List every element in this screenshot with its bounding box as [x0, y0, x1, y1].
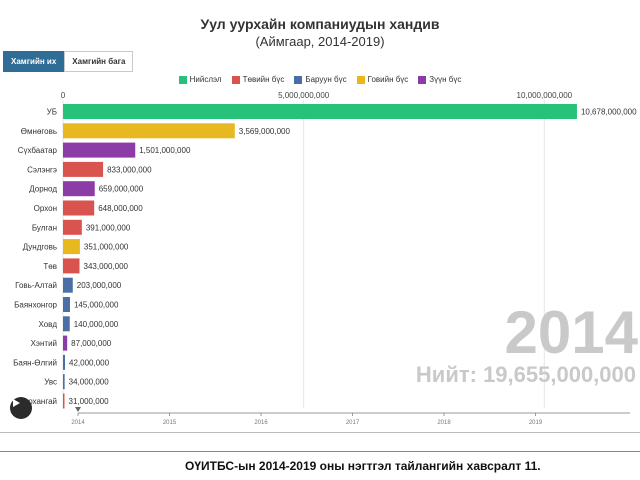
bar: [63, 104, 577, 119]
legend-label: Нийслэл: [189, 75, 222, 84]
bar: [63, 258, 80, 274]
category-label: Өмнөговь: [21, 127, 57, 136]
timeline-handle[interactable]: [75, 407, 81, 412]
timeline-label: 2018: [437, 420, 451, 426]
value-label: 391,000,000: [86, 223, 131, 232]
value-label: 87,000,000: [71, 339, 112, 348]
sort-tabs: Хамгийн их Хамгийн бага: [3, 51, 134, 72]
legend-swatch: [356, 75, 365, 84]
bar: [63, 161, 104, 177]
legend-item-gobi[interactable]: Говийн бүс: [356, 75, 409, 84]
value-label: 833,000,000: [107, 165, 152, 174]
category-label: Сэлэнгэ: [27, 165, 57, 174]
value-label: 351,000,000: [84, 243, 129, 252]
category-label: Баянхонгор: [14, 301, 57, 310]
value-label: 10,678,000,000: [581, 108, 637, 117]
bar: [63, 374, 65, 390]
bar: [63, 181, 95, 197]
x-tick-label: 5,000,000,000: [278, 91, 330, 100]
bar: [63, 200, 95, 216]
legend-item-eastern[interactable]: Зүүн бүс: [418, 75, 461, 84]
value-label: 140,000,000: [74, 320, 119, 329]
value-label: 31,000,000: [69, 397, 110, 406]
bar: [63, 316, 70, 332]
legend-label: Зүүн бүс: [429, 75, 462, 84]
category-label: Дундговь: [23, 243, 57, 252]
bar: [63, 123, 235, 139]
legend-label: Төвийн бүс: [242, 75, 285, 84]
tab-most[interactable]: Хамгийн их: [3, 51, 65, 72]
value-label: 3,569,000,000: [239, 127, 291, 136]
bar: [63, 393, 65, 409]
timeline-label: 2016: [254, 420, 268, 426]
bar: [63, 354, 66, 370]
value-label: 203,000,000: [77, 281, 122, 290]
category-label: УБ: [47, 108, 57, 117]
value-label: 1,501,000,000: [139, 146, 191, 155]
category-label: Увс: [44, 378, 57, 387]
legend-item-western[interactable]: Баруун бүс: [294, 75, 347, 84]
x-tick-label: 10,000,000,000: [517, 91, 573, 100]
current-year-display: 2014: [504, 299, 638, 366]
value-label: 343,000,000: [84, 262, 129, 271]
value-label: 648,000,000: [98, 204, 143, 213]
chart-frame: [0, 432, 640, 433]
timeline-label: 2015: [163, 420, 177, 426]
timeline-label: 2017: [346, 420, 360, 426]
category-label: Дорнод: [29, 185, 57, 194]
timeline-label: 2014: [71, 420, 85, 426]
timeline-label: 2019: [529, 420, 543, 426]
bar: [63, 142, 136, 158]
source-caption: ОҮИТБС-ын 2014-2019 оны нэгтгэл тайланги…: [185, 459, 541, 473]
chart-legend: Нийслэл Төвийн бүс Баруун бүс Говийн бүс…: [0, 75, 640, 84]
bar: [63, 277, 73, 293]
legend-label: Говийн бүс: [367, 75, 409, 84]
bar: [63, 219, 82, 235]
category-label: Орхон: [34, 204, 57, 213]
bar-chart: 0 5,000,000,000 10,000,000,000 УБ 10,678,000…: [13, 91, 637, 426]
chart-title: Уул уурхайн компаниудын хандив: [200, 16, 440, 32]
bar: [63, 335, 68, 351]
category-label: Төв: [43, 262, 57, 271]
value-label: 34,000,000: [69, 378, 110, 387]
category-label: Булган: [32, 223, 57, 232]
legend-label: Баруун бүс: [305, 75, 347, 84]
x-tick-label: 0: [61, 91, 66, 100]
category-label: Говь-Алтай: [15, 281, 57, 290]
legend-swatch: [178, 75, 187, 84]
bar: [63, 297, 70, 312]
category-label: Ховд: [38, 320, 57, 329]
play-icon: [13, 399, 20, 407]
value-label: 659,000,000: [99, 185, 144, 194]
legend-swatch: [418, 75, 427, 84]
category-label: Хэнтий: [31, 339, 57, 348]
chart-subtitle: (Аймгаар, 2014-2019): [255, 34, 385, 49]
value-label: 42,000,000: [69, 358, 110, 367]
bar: [63, 239, 80, 255]
play-button[interactable]: [10, 397, 32, 419]
category-label: Баян-Өлгий: [13, 358, 57, 367]
category-label: Сүхбаатар: [18, 146, 58, 155]
tab-least[interactable]: Хамгийн бага: [64, 51, 134, 72]
value-label: 145,000,000: [74, 301, 119, 310]
total-value: Нийт: 19,655,000,000: [415, 362, 636, 387]
legend-item-capital[interactable]: Нийслэл: [178, 75, 222, 84]
legend-item-central[interactable]: Төвийн бүс: [231, 75, 285, 84]
legend-swatch: [231, 75, 240, 84]
category-label: Архангай: [23, 397, 57, 406]
divider: [0, 451, 640, 452]
legend-swatch: [294, 75, 303, 84]
